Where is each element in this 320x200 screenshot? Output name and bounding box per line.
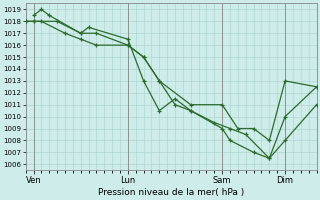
X-axis label: Pression niveau de la mer( hPa ): Pression niveau de la mer( hPa ) bbox=[98, 188, 244, 197]
